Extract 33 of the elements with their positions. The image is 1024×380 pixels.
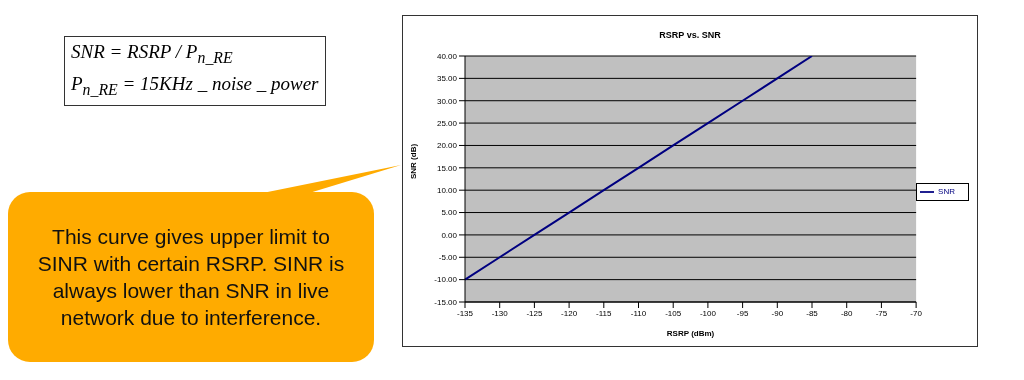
y-tick-label: -10.00 xyxy=(434,275,458,285)
text: SNR = RSRP / P$_{n_RE}$ xyxy=(71,40,234,68)
text: P$_{n_RE}$ = 15KHz _ noise _ power xyxy=(71,71,319,100)
y-tick-label: 40.00 xyxy=(436,51,458,61)
y-axis-title: SNR (dB) xyxy=(408,143,418,179)
x-tick-label: -80 xyxy=(840,308,854,318)
y-tick-label: 35.00 xyxy=(436,74,458,84)
x-tick-label: -95 xyxy=(736,308,749,318)
x-tick-label: -120 xyxy=(561,308,578,318)
x-tick-label: -110 xyxy=(630,308,647,318)
x-tick-label: -125 xyxy=(526,308,543,318)
x-axis-title: RSRP (dBm) xyxy=(666,329,715,338)
y-tick-label: -15.00 xyxy=(434,297,458,307)
chart-title: RSRP vs. SNR xyxy=(658,30,722,42)
y-tick-label: 0.00 xyxy=(441,230,458,240)
y-tick-label: 5.00 xyxy=(441,208,458,218)
x-tick-label: -75 xyxy=(875,308,888,318)
x-tick-label: -100 xyxy=(699,308,717,318)
x-tick-label: -105 xyxy=(665,308,682,318)
y-tick-label: 20.00 xyxy=(436,141,458,151)
y-tick-label: 15.00 xyxy=(436,163,458,173)
x-tick-label: -135 xyxy=(456,308,474,318)
y-tick-label: 30.00 xyxy=(436,96,458,106)
x-tick-label: -115 xyxy=(596,308,613,318)
x-tick-label: -90 xyxy=(771,308,784,318)
x-tick-label: -70 xyxy=(910,308,923,318)
y-tick-label: 25.00 xyxy=(436,118,458,128)
x-tick-label: -85 xyxy=(806,308,819,318)
x-tick-label: -130 xyxy=(491,308,509,318)
line-series xyxy=(464,56,814,281)
y-tick-label: -5.00 xyxy=(438,253,458,263)
legend-label: SNR xyxy=(938,187,955,197)
y-tick-label: 10.00 xyxy=(436,186,458,196)
